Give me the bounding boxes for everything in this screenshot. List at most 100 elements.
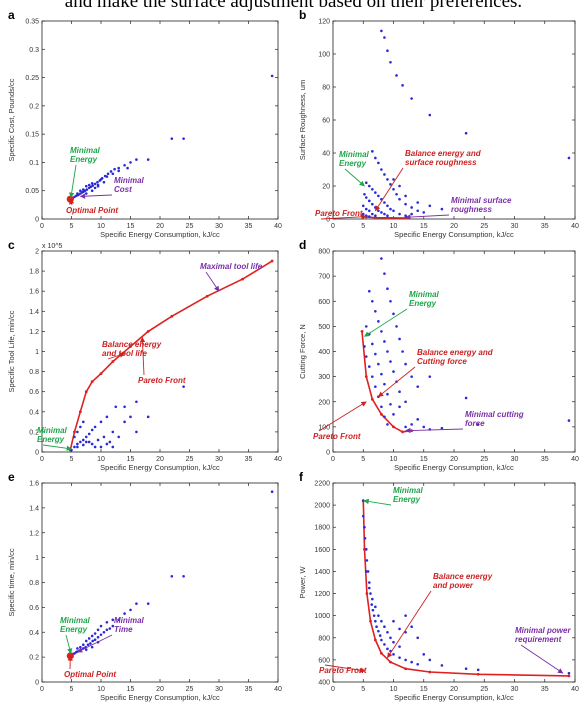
data-point xyxy=(111,618,115,622)
data-point xyxy=(129,161,132,164)
pareto-point xyxy=(270,259,274,263)
plot-frame xyxy=(332,20,576,220)
y-axis-label: Specific Cost, Pounds/cc xyxy=(7,78,16,161)
data-point xyxy=(395,192,398,196)
pareto-point xyxy=(84,390,88,394)
data-point xyxy=(109,170,113,173)
data-point xyxy=(111,172,115,176)
x-tick-label: 15 xyxy=(420,223,428,230)
y-tick-label: 1.4 xyxy=(29,505,39,512)
y-tick-label: 60 xyxy=(322,118,330,125)
annotation-label: Balance energy and power xyxy=(433,572,493,590)
y-tick-label: 0.1 xyxy=(29,160,39,167)
x-tick-label: 30 xyxy=(215,686,223,693)
data-point xyxy=(392,413,395,416)
annotation-line: Pareto Front xyxy=(315,209,363,218)
data-point xyxy=(91,639,95,643)
x-tick-label: 10 xyxy=(97,456,105,463)
pareto-point xyxy=(364,375,368,379)
pareto-point xyxy=(146,330,150,333)
annotation-line: Balance energy and xyxy=(405,149,482,158)
data-point xyxy=(374,156,377,160)
pareto-point xyxy=(401,430,404,434)
y-tick-label: 300 xyxy=(318,374,330,381)
data-point xyxy=(395,325,398,328)
data-point xyxy=(440,426,444,430)
x-tick-label: 40 xyxy=(571,456,579,463)
data-point xyxy=(90,645,94,649)
data-point xyxy=(380,638,383,642)
x-tick-label: 15 xyxy=(127,456,135,463)
annotation-line: Balance energy xyxy=(433,572,493,581)
annotation-label: Minimal Energy xyxy=(60,616,91,634)
x-tick-label: 30 xyxy=(511,686,519,693)
y-tick-label: 0 xyxy=(326,450,330,457)
data-point xyxy=(371,608,375,612)
x-tick-label: 15 xyxy=(420,456,428,463)
data-point xyxy=(404,614,407,617)
plot-frame xyxy=(41,250,279,453)
data-point xyxy=(363,192,366,196)
data-point xyxy=(386,204,389,208)
data-point xyxy=(410,625,413,629)
y-axis-label: Cutting Force, N xyxy=(298,324,307,379)
data-point xyxy=(270,74,274,78)
pareto-point xyxy=(129,345,132,348)
data-point xyxy=(389,60,392,64)
data-point xyxy=(182,385,185,388)
data-point xyxy=(392,653,395,656)
data-point xyxy=(129,415,132,419)
annotation-label: Pareto Front xyxy=(138,376,186,385)
data-point xyxy=(404,214,407,217)
data-point xyxy=(464,396,468,400)
y-tick-label: 1.4 xyxy=(29,309,39,316)
data-point xyxy=(89,642,92,645)
data-point xyxy=(76,442,79,446)
pareto-point xyxy=(428,670,432,674)
data-point xyxy=(111,430,115,434)
data-point xyxy=(270,490,274,494)
data-point xyxy=(398,390,401,394)
data-point xyxy=(428,375,432,378)
data-point xyxy=(91,184,95,187)
annotation-arrow xyxy=(405,214,450,220)
annotation-line: Energy xyxy=(70,155,98,164)
y-tick-label: 0 xyxy=(326,217,330,224)
annotation-line: Minimal xyxy=(409,290,440,299)
x-tick-label: 35 xyxy=(245,223,253,230)
data-point xyxy=(364,196,368,199)
data-point xyxy=(87,183,91,187)
annotation-arrow xyxy=(69,198,75,206)
x-tick-label: 30 xyxy=(511,223,519,230)
annotation-label: Minimal Energy xyxy=(70,146,101,164)
data-point xyxy=(374,191,377,194)
x-tick-label: 0 xyxy=(331,456,335,463)
annotation-label: Minimal power requirement xyxy=(515,626,571,644)
y-tick-label: 0.6 xyxy=(29,605,39,612)
y-tick-label: 0.8 xyxy=(29,369,39,376)
pareto-point xyxy=(363,547,366,551)
data-point xyxy=(383,272,386,275)
x-tick-label: 0 xyxy=(40,686,44,693)
x-tick-label: 25 xyxy=(186,456,194,463)
data-point xyxy=(113,167,116,171)
data-point xyxy=(102,435,106,439)
x-tick-label: 20 xyxy=(156,223,164,230)
panel-letter: e xyxy=(8,470,15,484)
annotation-line: Energy xyxy=(60,625,88,634)
x-tick-label: 15 xyxy=(127,686,135,693)
y-tick-label: 2200 xyxy=(314,481,330,488)
x-axis-label: Specific Energy Consumption, kJ/cc xyxy=(394,693,514,702)
data-point xyxy=(377,161,380,165)
data-point xyxy=(366,570,370,573)
data-point xyxy=(87,432,91,436)
data-point xyxy=(404,425,407,429)
data-point xyxy=(87,440,91,444)
data-point xyxy=(422,211,426,214)
data-point xyxy=(93,638,97,642)
data-point xyxy=(398,405,401,409)
data-point xyxy=(363,525,366,529)
data-point xyxy=(364,548,368,551)
data-point xyxy=(567,419,571,422)
data-point xyxy=(182,137,185,140)
